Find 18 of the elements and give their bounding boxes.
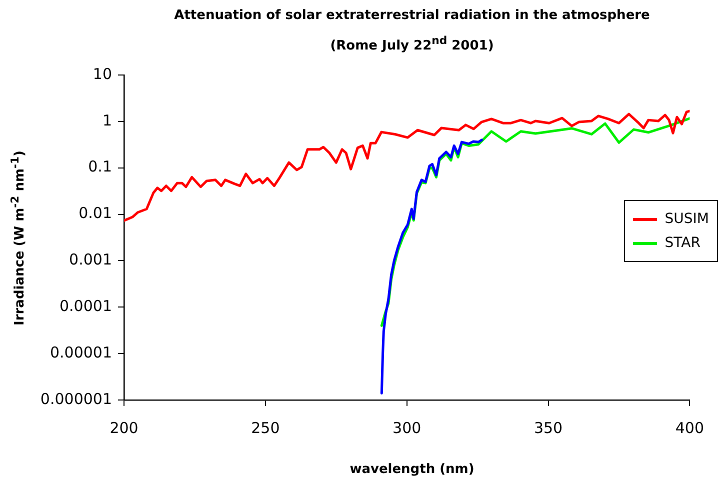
y-tick-label: 0.1 <box>88 158 112 176</box>
y-tick-label: 0.001 <box>69 250 112 269</box>
x-tick-label: 250 <box>251 418 280 437</box>
x-tick-label: 200 <box>110 418 138 437</box>
y-tick-label: 1 <box>102 111 112 130</box>
y-tick-label: 0.0001 <box>60 297 112 316</box>
x-tick-label: 400 <box>675 418 704 437</box>
legend-label: SUSIM <box>664 211 709 227</box>
y-tick-label: 0.000001 <box>40 390 112 408</box>
y-tick-label: 10 <box>92 64 112 83</box>
chart-title: Attenuation of solar extraterrestrial radiation in the atmosphere <box>173 8 651 23</box>
legend-label: STAR <box>664 235 700 251</box>
x-tick-label: 300 <box>392 418 422 437</box>
y-tick-label: 0.00001 <box>50 343 112 362</box>
y-tick-label: 0.01 <box>78 204 112 222</box>
x-axis-title: wavelength (nm) <box>348 462 476 477</box>
x-tick-label: 350 <box>534 418 563 437</box>
chart-subtitle: (Rome July 22$^{nd}$ 2001) <box>329 34 495 54</box>
